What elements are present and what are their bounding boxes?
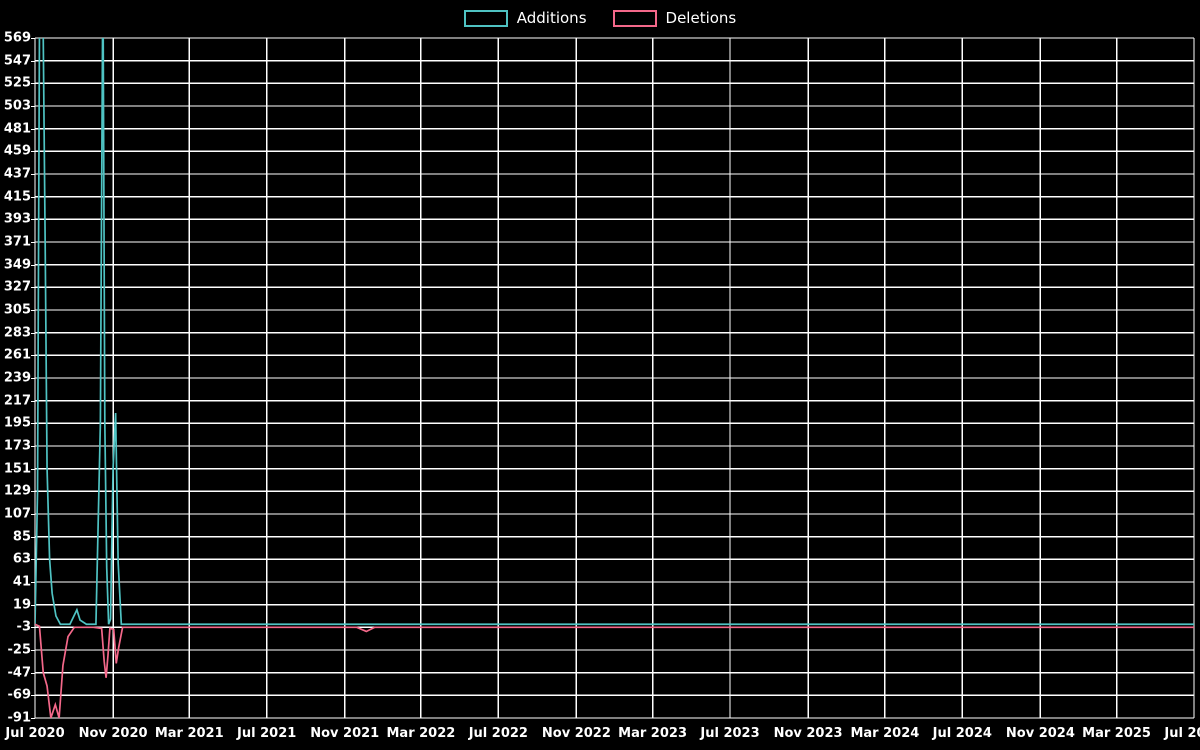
x-tick-label: Jul 2020 (5, 726, 65, 741)
x-tick-label: Nov 2023 (773, 726, 843, 741)
x-tick-label: Jul 2022 (468, 726, 528, 741)
x-tick-label: Mar 2023 (618, 726, 687, 741)
x-tick-label: Nov 2021 (310, 726, 380, 741)
y-tick-mark (31, 446, 35, 447)
y-tick-mark (31, 38, 35, 39)
y-tick-mark (31, 491, 35, 493)
x-tick-label: Mar 2024 (850, 726, 920, 741)
y-tick-mark (31, 627, 35, 629)
x-tick-label: Mar 2022 (386, 726, 456, 741)
y-tick-mark (31, 196, 35, 198)
x-tick-label: Jul 2024 (932, 726, 992, 741)
y-tick-label: 327 (3, 279, 31, 295)
x-tick-label: Nov 2020 (78, 726, 148, 741)
x-tick-label: Mar 2025 (1082, 726, 1151, 741)
y-tick-mark (31, 219, 35, 221)
y-tick-label: 239 (3, 370, 31, 386)
y-tick-mark (31, 287, 35, 289)
grid-lines (34, 37, 1195, 719)
y-tick-mark (31, 672, 35, 674)
legend-item-deletions[interactable]: Deletions (612, 9, 737, 27)
y-tick-label: 547 (3, 53, 31, 69)
y-tick-mark (31, 650, 35, 651)
y-tick-mark (31, 695, 35, 697)
y-tick-mark (31, 128, 35, 130)
y-tick-label: 107 (3, 506, 31, 522)
y-tick-label: 19 (12, 597, 31, 613)
y-tick-mark (31, 582, 35, 583)
series-line-additions (35, 38, 1194, 626)
series-line-deletions (35, 623, 1194, 718)
legend-label-deletions: Deletions (665, 9, 737, 27)
legend-item-additions[interactable]: Additions (463, 9, 587, 27)
y-tick-label: 437 (3, 166, 31, 182)
y-tick-label: 217 (3, 393, 31, 409)
y-tick-mark (31, 536, 35, 538)
y-tick-label: 393 (3, 211, 31, 227)
y-tick-label: 63 (12, 551, 31, 567)
legend-swatch-additions-icon (463, 9, 508, 27)
y-tick-mark (31, 355, 35, 357)
x-tick-label: Jul 2023 (700, 726, 760, 741)
x-tick-label: Nov 2022 (541, 726, 611, 741)
y-tick-label: 195 (3, 415, 31, 431)
y-tick-mark (31, 106, 35, 107)
legend-label-additions: Additions (516, 9, 587, 27)
y-tick-label: 481 (3, 121, 31, 137)
y-tick-mark (31, 423, 35, 425)
y-tick-mark (31, 60, 35, 62)
y-tick-label: 173 (3, 438, 31, 454)
y-tick-label: 569 (3, 30, 31, 46)
y-tick-label: 85 (12, 529, 31, 545)
y-tick-label: 305 (3, 302, 31, 318)
y-tick-label: 459 (3, 143, 31, 159)
x-tick-label: Nov 2024 (1005, 726, 1075, 741)
y-tick-label: 349 (3, 257, 31, 273)
y-tick-mark (31, 514, 35, 515)
y-tick-mark (31, 242, 35, 243)
y-tick-mark (31, 264, 35, 266)
x-tick-label: Mar 2021 (154, 726, 224, 741)
y-tick-mark (31, 310, 35, 311)
legend-swatch-deletions-icon (612, 9, 657, 27)
y-tick-label: -3 (16, 619, 31, 635)
x-axis: Jul 2020 Nov 2020 Mar 2021 Jul 2021 Nov 2021… (0, 726, 1200, 750)
y-tick-label: -25 (7, 642, 32, 658)
y-tick-label: 261 (3, 347, 31, 363)
y-tick-mark (31, 332, 35, 334)
x-tick-label: Jul 2025 (1164, 726, 1200, 741)
x-tick-label: Jul 2021 (237, 726, 297, 741)
y-tick-label: 525 (3, 75, 31, 91)
y-tick-mark (31, 559, 35, 561)
y-tick-label: 129 (3, 483, 31, 499)
data-series (35, 38, 1194, 718)
y-tick-mark (31, 468, 35, 470)
y-tick-mark (31, 378, 35, 379)
plot-area (34, 37, 1195, 719)
y-tick-label: 415 (3, 189, 31, 205)
y-tick-label: 503 (3, 98, 31, 114)
y-tick-label: 151 (3, 461, 31, 477)
y-tick-label: -47 (7, 665, 32, 681)
y-tick-label: -69 (7, 687, 32, 703)
y-tick-mark (31, 151, 35, 153)
chart-legend: Additions Deletions (0, 0, 1200, 36)
y-tick-label: -91 (7, 710, 32, 726)
y-tick-label: 41 (12, 574, 31, 590)
y-tick-label: 371 (3, 234, 31, 250)
y-tick-mark (31, 718, 35, 719)
y-tick-label: 283 (3, 325, 31, 341)
y-tick-mark (31, 604, 35, 606)
y-tick-mark (31, 174, 35, 175)
y-tick-mark (31, 83, 35, 85)
y-axis: 569 547 525 503 481 459 437 415 393 371 349 327 305 2… (0, 32, 35, 725)
y-tick-mark (31, 400, 35, 402)
